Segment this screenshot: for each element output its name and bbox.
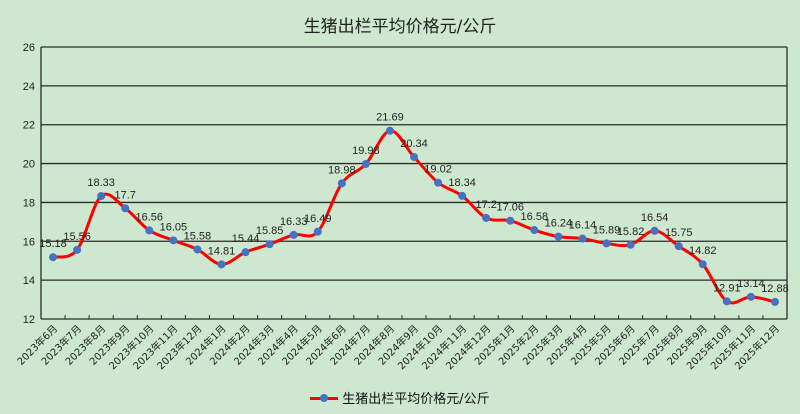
data-point xyxy=(458,191,467,200)
data-label: 17.06 xyxy=(496,202,524,214)
data-point xyxy=(337,179,346,188)
data-label: 17.2 xyxy=(475,199,496,211)
chart-title: 生猪出栏平均价格元/公斤 xyxy=(303,17,497,37)
data-label: 16.49 xyxy=(304,213,332,225)
data-point xyxy=(482,213,491,222)
y-tick-label: 14 xyxy=(23,275,35,287)
data-label: 15.58 xyxy=(184,230,212,242)
data-point xyxy=(602,239,611,248)
data-point xyxy=(289,230,298,239)
data-point xyxy=(385,126,394,135)
data-point xyxy=(746,292,755,301)
data-point xyxy=(49,253,58,262)
data-label: 13.14 xyxy=(737,278,765,290)
data-point xyxy=(434,178,443,187)
data-label: 15.82 xyxy=(617,226,645,238)
data-label: 14.82 xyxy=(689,245,717,257)
y-tick-label: 22 xyxy=(23,120,35,132)
data-point xyxy=(674,242,683,251)
data-label: 15.75 xyxy=(665,227,693,239)
data-label: 16.14 xyxy=(569,220,597,232)
data-label: 15.89 xyxy=(593,224,621,236)
y-tick-label: 16 xyxy=(23,236,35,248)
y-tick-label: 24 xyxy=(23,81,35,93)
legend-label: 生猪出栏平均价格元/公斤 xyxy=(342,392,490,407)
data-label: 18.33 xyxy=(87,177,115,189)
data-point xyxy=(313,227,322,236)
data-label: 15.44 xyxy=(232,233,260,245)
data-point xyxy=(578,234,587,243)
data-point xyxy=(73,245,82,254)
data-point xyxy=(193,245,202,254)
data-label: 18.34 xyxy=(448,177,476,189)
data-label: 16.33 xyxy=(280,216,308,228)
data-label: 17.7 xyxy=(115,189,136,201)
data-label: 16.58 xyxy=(521,211,549,223)
data-label: 19.98 xyxy=(352,145,380,157)
data-label: 16.05 xyxy=(160,221,188,233)
data-point xyxy=(530,226,539,235)
data-label: 16.54 xyxy=(641,212,669,224)
data-point xyxy=(361,159,370,168)
y-tick-label: 18 xyxy=(23,197,35,209)
data-label: 12.88 xyxy=(761,283,789,295)
data-label: 19.02 xyxy=(424,164,452,176)
data-point xyxy=(650,226,659,235)
data-label: 20.34 xyxy=(400,138,428,150)
data-point xyxy=(770,297,779,306)
data-point xyxy=(145,226,154,235)
data-label: 15.85 xyxy=(256,225,284,237)
data-label: 16.56 xyxy=(136,211,164,223)
data-label: 18.98 xyxy=(328,164,356,176)
legend-line-marker-icon xyxy=(310,393,339,403)
data-point xyxy=(97,192,106,201)
data-label: 12.91 xyxy=(713,282,741,294)
y-tick-label: 12 xyxy=(23,314,35,326)
data-label: 14.81 xyxy=(208,245,236,257)
data-point xyxy=(217,260,226,269)
data-label: 15.18 xyxy=(39,238,67,250)
data-point xyxy=(506,216,515,225)
data-point xyxy=(265,240,274,249)
data-point xyxy=(626,240,635,249)
data-label: 16.24 xyxy=(545,218,573,230)
y-tick-label: 20 xyxy=(23,159,35,171)
data-point xyxy=(410,152,418,161)
legend: 生猪出栏平均价格元/公斤 xyxy=(0,388,800,407)
data-label: 21.69 xyxy=(376,112,404,124)
data-point xyxy=(698,260,707,269)
data-point xyxy=(169,236,178,245)
data-point xyxy=(241,248,250,257)
data-point xyxy=(722,297,731,306)
data-label: 15.56 xyxy=(63,231,91,243)
data-point xyxy=(121,204,130,213)
data-point xyxy=(554,232,563,241)
y-tick-label: 26 xyxy=(23,42,35,54)
